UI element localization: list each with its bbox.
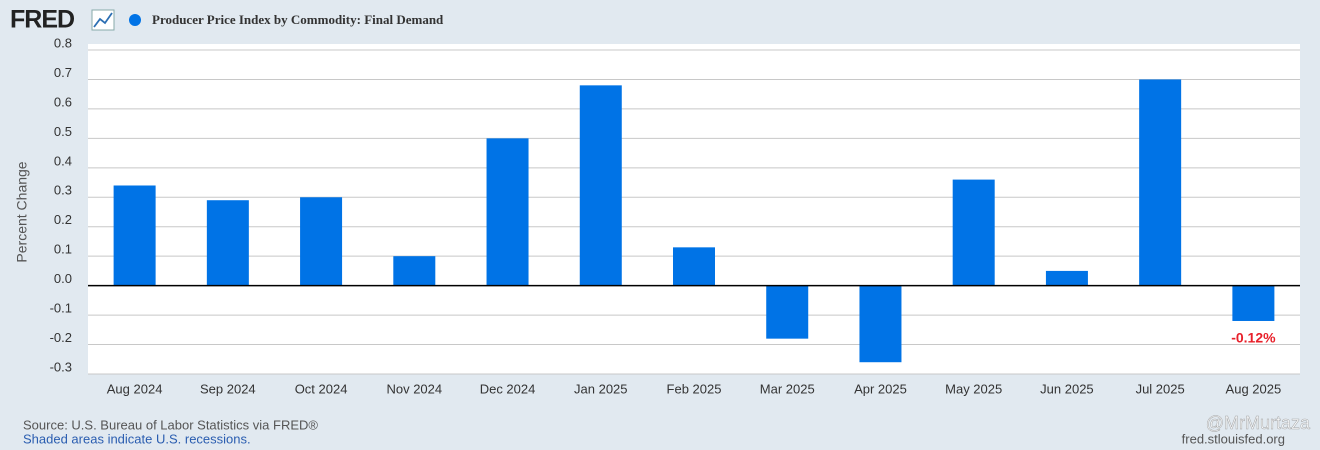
y-tick-label: -0.3 bbox=[50, 359, 72, 374]
x-tick-label: Nov 2024 bbox=[386, 381, 442, 396]
bar bbox=[1139, 79, 1182, 286]
y-tick-label: 0.6 bbox=[54, 94, 72, 109]
bar bbox=[1045, 270, 1088, 286]
y-tick-label: 0.3 bbox=[54, 183, 72, 198]
bar bbox=[113, 185, 156, 286]
y-axis-label: Percent Change bbox=[14, 161, 30, 262]
x-tick-label: Aug 2025 bbox=[1226, 381, 1282, 396]
x-tick-label: May 2025 bbox=[945, 381, 1002, 396]
bar bbox=[486, 138, 529, 286]
legend-marker bbox=[129, 14, 141, 26]
source-text: Source: U.S. Bureau of Labor Statistics … bbox=[23, 417, 318, 432]
legend-label: Producer Price Index by Commodity: Final… bbox=[152, 12, 444, 27]
bar bbox=[859, 285, 902, 363]
x-tick-label: Jan 2025 bbox=[574, 381, 628, 396]
bar bbox=[300, 197, 343, 286]
y-tick-label: 0.2 bbox=[54, 212, 72, 227]
x-tick-label: Jul 2025 bbox=[1136, 381, 1185, 396]
bar bbox=[952, 179, 995, 286]
x-tick-label: Oct 2024 bbox=[295, 381, 348, 396]
bar bbox=[673, 247, 715, 286]
y-tick-label: 0.8 bbox=[54, 35, 72, 50]
plot-area bbox=[88, 44, 1300, 374]
bar bbox=[393, 256, 436, 286]
y-tick-label: -0.2 bbox=[50, 330, 72, 345]
watermark: @MrMurtaza bbox=[1206, 413, 1311, 433]
y-tick-label: 0.7 bbox=[54, 65, 72, 80]
x-tick-label: Mar 2025 bbox=[760, 381, 815, 396]
bar bbox=[1232, 285, 1275, 321]
x-tick-label: Dec 2024 bbox=[480, 381, 536, 396]
bar bbox=[766, 285, 809, 339]
logo-icon bbox=[91, 9, 115, 31]
x-tick-label: Feb 2025 bbox=[667, 381, 722, 396]
y-tick-label: 0.1 bbox=[54, 242, 72, 257]
x-tick-label: Jun 2025 bbox=[1040, 381, 1094, 396]
brand-logo[interactable]: FRED bbox=[10, 6, 75, 34]
recession-note[interactable]: Shaded areas indicate U.S. recessions. bbox=[23, 431, 251, 446]
y-tick-label: 0.5 bbox=[54, 124, 72, 139]
y-tick-label: 0.0 bbox=[54, 271, 72, 286]
y-tick-label: 0.4 bbox=[54, 153, 72, 168]
y-tick-label: -0.1 bbox=[50, 301, 72, 316]
x-tick-label: Aug 2024 bbox=[107, 381, 163, 396]
value-label: -0.12% bbox=[1231, 330, 1276, 346]
x-tick-label: Apr 2025 bbox=[854, 381, 907, 396]
bar bbox=[579, 85, 622, 286]
bar bbox=[206, 200, 249, 286]
x-tick-label: Sep 2024 bbox=[200, 381, 256, 396]
site-link[interactable]: fred.stlouisfed.org bbox=[1182, 431, 1285, 446]
